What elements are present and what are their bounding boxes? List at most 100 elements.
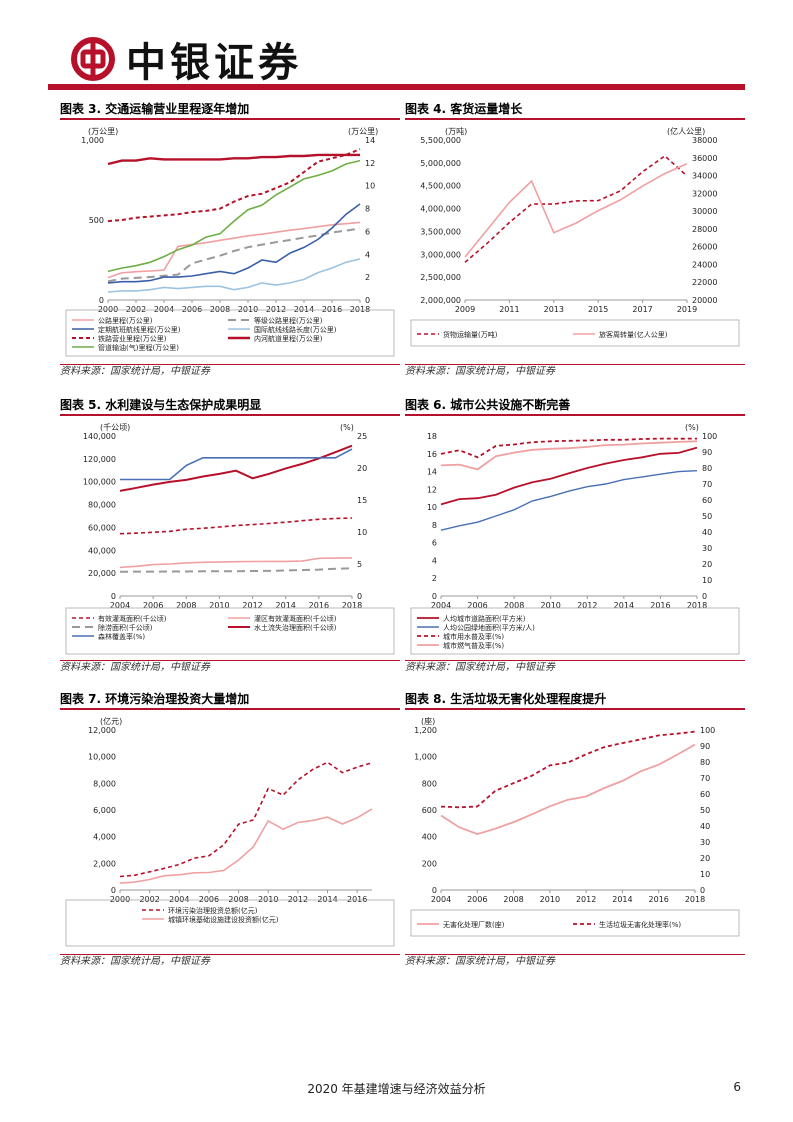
x-tick-label: 2014 (612, 895, 632, 904)
left-axis-unit: (万公里) (88, 127, 118, 136)
x-tick-label: 2002 (126, 305, 146, 314)
left-axis-unit: (千公顷) (100, 422, 130, 432)
series-line (119, 567, 353, 573)
legend-label: 旅客周转量(亿人公里) (599, 330, 668, 339)
series-line (107, 258, 361, 293)
left-axis-unit: (座) (421, 716, 435, 726)
left-tick-label: 20,000 (88, 569, 116, 578)
right-tick-label: 12 (365, 159, 375, 168)
left-tick-label: 100,000 (83, 478, 116, 487)
right-tick-label: 60 (702, 496, 712, 505)
bank-of-china-logo-icon (71, 37, 115, 81)
chart-title: 图表 3. 交通运输营业里程逐年增加 (60, 102, 250, 116)
right-tick-label: 50 (700, 806, 710, 815)
title-rule (60, 414, 400, 416)
series-line (440, 446, 698, 506)
right-tick-label: 0 (365, 296, 370, 305)
title-rule (405, 414, 745, 416)
source-rule (60, 954, 400, 955)
right-tick-label: 80 (700, 758, 710, 767)
source-rule (405, 660, 745, 661)
left-tick-label: 6,000 (93, 806, 116, 815)
x-tick-label: 2004 (431, 895, 451, 904)
legend-box (410, 319, 740, 347)
left-tick-label: 500 (89, 216, 104, 225)
right-tick-label: 26000 (692, 243, 717, 252)
left-tick-label: 12 (427, 485, 437, 494)
x-tick-label: 2008 (504, 601, 524, 610)
panel-chart-5: 图表 5. 水利建设与生态保护成果明显 (千公顷) (%) 0 20,000 40,00… (60, 396, 400, 675)
right-tick-label: 90 (702, 448, 712, 457)
left-tick-label: 4 (432, 556, 437, 565)
series-line (107, 227, 361, 283)
x-tick-label: 2010 (541, 601, 561, 610)
legend-label: 国际航线线路长度(万公里) (254, 325, 337, 334)
series-line (464, 162, 688, 258)
right-tick-label: 90 (700, 742, 710, 751)
left-tick-label: 14 (427, 468, 437, 477)
x-tick-label: 2004 (431, 601, 451, 610)
panel-chart-8: 图表 8. 生活垃圾无害化处理程度提升 (座) 0 200 400 600 800 1,00… (405, 690, 745, 969)
left-tick-label: 10,000 (88, 753, 116, 762)
x-tick-label: 2016 (309, 601, 329, 610)
source-rule (60, 364, 400, 365)
legend-label: 水土流失治理面积(千公顷) (254, 623, 337, 632)
chart-4-svg: (万吨) (亿人公里) 2,000,000 2,500,000 3,000,000 3,5… (410, 126, 740, 347)
legend-label: 有效灌溉面积(千公顷) (98, 614, 167, 623)
legend-box (410, 607, 740, 655)
right-axis-unit: (亿人公里) (667, 126, 705, 136)
right-tick-label: 30 (702, 544, 712, 553)
footer-title: 2020 年基建增速与经济效益分析 (307, 1082, 486, 1096)
x-tick-label: 2006 (199, 895, 219, 904)
right-tick-label: 25 (357, 432, 367, 441)
chart-source: 资料来源：国家统计局，中银证券 (405, 956, 555, 967)
right-tick-label: 40 (700, 822, 710, 831)
left-tick-label: 200 (422, 859, 437, 868)
left-tick-label: 400 (422, 833, 437, 842)
legend-box (65, 899, 395, 947)
left-tick-label: 18 (427, 432, 437, 441)
left-tick-label: 10 (427, 503, 437, 512)
right-tick-label: 20 (702, 560, 712, 569)
chart-6-svg: (%) 0 2 4 6 8 10 12 14 16 18 0 10 20 30 40 50 60 70 80 90 100… (410, 423, 740, 655)
x-tick-label: 2008 (210, 305, 230, 314)
right-tick-label: 28000 (692, 225, 717, 234)
left-tick-label: 1,000 (414, 753, 437, 762)
x-tick-label: 2008 (176, 601, 196, 610)
legend-label: 城镇环境基础设施建设投资额(亿元) (168, 915, 279, 924)
right-tick-label: 10 (365, 182, 375, 191)
left-tick-label: 0 (99, 296, 104, 305)
series-line (464, 154, 688, 263)
panel-chart-3: 图表 3. 交通运输营业里程逐年增加 (万公里) (万公里) 0 500 1,000 0 2… (60, 100, 400, 379)
right-tick-label: 32000 (692, 189, 717, 198)
chart-source: 资料来源：国家统计局，中银证券 (405, 662, 555, 673)
legend-label: 内河航道里程(万公里) (254, 334, 323, 343)
right-tick-label: 2 (365, 273, 370, 282)
chart-5-svg: (千公顷) (%) 0 20,000 40,000 60,000 80,000 100,000… (65, 422, 395, 655)
x-tick-label: 2018 (685, 895, 705, 904)
series-line (440, 437, 698, 459)
left-tick-label: 12,000 (88, 726, 116, 735)
right-tick-label: 8 (365, 205, 370, 214)
x-tick-label: 2015 (588, 305, 608, 314)
chart-source: 资料来源：国家统计局，中银证券 (60, 662, 210, 673)
legend-box (65, 309, 395, 357)
header-divider (48, 84, 745, 90)
left-tick-label: 5,500,000 (420, 136, 461, 145)
legend-label: 城市燃气普及率(%) (443, 641, 504, 650)
chart-8-svg: (座) 0 200 400 600 800 1,000 1,200 0 10 20 30 40 50 60 7… (410, 716, 740, 937)
left-tick-label: 1,000 (81, 136, 104, 145)
series-line (107, 203, 361, 284)
right-axis-unit: (%) (685, 423, 699, 432)
panel-chart-4: 图表 4. 客货运量增长 (万吨) (亿人公里) 2,000,000 2,500,00… (405, 100, 745, 379)
legend-label: 城市用水普及率(%) (443, 632, 504, 641)
legend-label: 公路里程(万公里) (98, 316, 153, 325)
series-line (119, 808, 373, 884)
left-tick-label: 6 (432, 539, 437, 548)
x-tick-label: 2018 (342, 601, 362, 610)
series-line (107, 221, 361, 279)
x-tick-label: 2000 (110, 895, 130, 904)
right-tick-label: 20 (357, 464, 367, 473)
series-line (107, 159, 361, 273)
legend-label: 生活垃圾无害化处理率(%) (599, 920, 681, 929)
